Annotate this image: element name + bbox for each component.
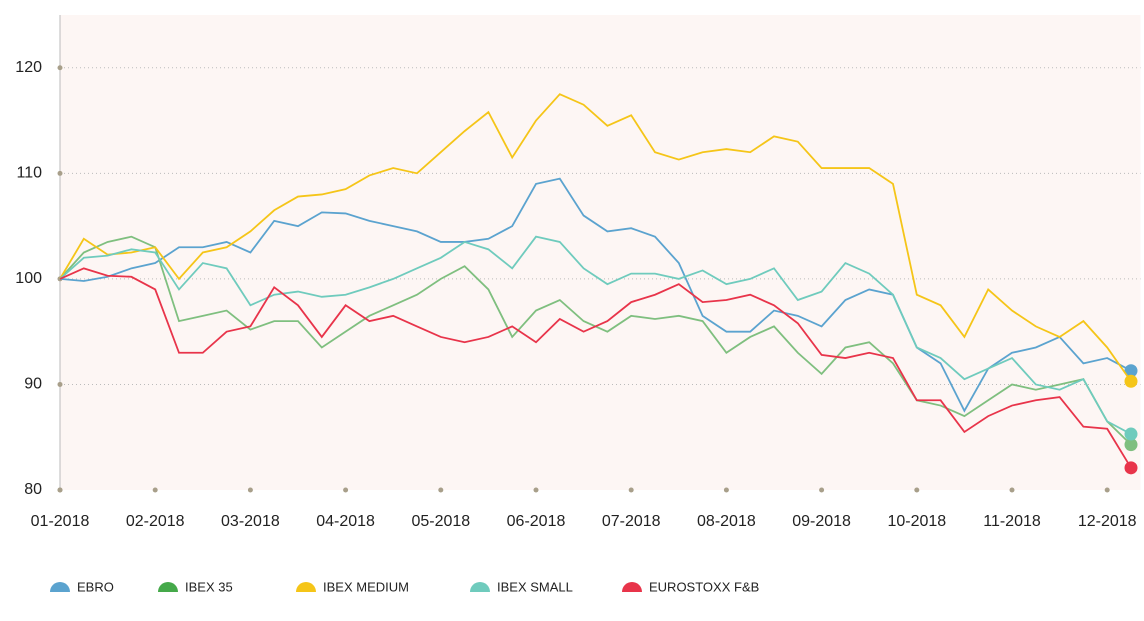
plot-background [60,15,1141,490]
end-marker [1124,364,1138,378]
x-tick-label: 10-2018 [887,513,946,530]
series-line [59,267,1132,469]
x-tick-dot [247,487,253,493]
y-tick-label: 110 [16,165,42,182]
x-tick-label: 12-2018 [1078,513,1137,530]
y-tick-dot [57,170,63,176]
x-tick-dot [57,487,63,493]
legend-icon [470,582,490,592]
x-tick-label: 01-2018 [31,513,90,530]
x-tick-dot [152,487,158,493]
end-marker [1124,461,1138,475]
x-tick-dot [914,487,920,493]
x-tick-label: 09-2018 [792,513,851,530]
end-marker [1124,427,1138,441]
legend-icon [50,582,70,592]
x-tick-label: 08-2018 [697,513,756,530]
x-tick-dot [438,487,444,493]
end-marker [1124,374,1138,388]
y-tick-dot [57,381,63,387]
x-tick-dot [533,487,539,493]
series-line [59,93,1132,382]
legend-icon [296,582,316,592]
legend-label: IBEX 35 [185,579,233,594]
legend-icon [622,582,642,592]
series-line [59,235,1132,435]
x-tick-label: 02-2018 [126,513,185,530]
x-tick-dot [628,487,634,493]
x-tick-dot [1009,487,1015,493]
x-tick-dot [343,487,349,493]
end-marker [1124,438,1138,452]
legend-label: EBRO [77,579,114,594]
legend-label: IBEX MEDIUM [323,579,409,594]
x-tick-label: 04-2018 [316,513,375,530]
y-tick-label: 120 [15,59,42,76]
x-tick-label: 11-2018 [983,513,1041,530]
x-tick-label: 06-2018 [507,513,566,530]
y-tick-label: 90 [24,376,42,393]
y-tick-dot [57,65,63,71]
y-tick-label: 80 [24,481,42,498]
legend-icon [158,582,178,592]
legend-label: IBEX SMALL [497,579,573,594]
y-tick-label: 100 [15,270,42,287]
x-tick-dot [723,487,729,493]
series-line [59,177,1132,413]
x-tick-label: 05-2018 [411,513,470,530]
legend-label: EUROSTOXX F&B [649,579,759,594]
x-tick-label: 03-2018 [221,513,280,530]
x-tick-dot [819,487,825,493]
x-tick-label: 07-2018 [602,513,661,530]
x-tick-dot [1104,487,1110,493]
